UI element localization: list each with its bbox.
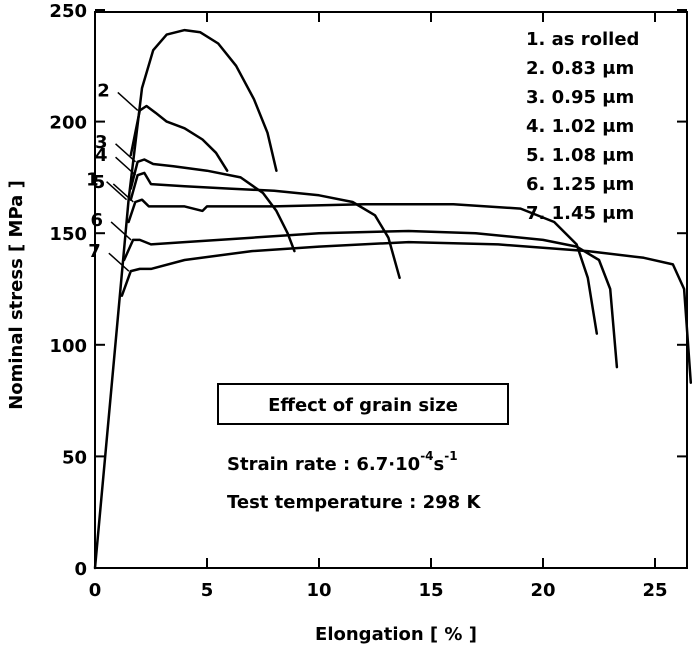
curve-label-2: 2: [97, 80, 110, 101]
curve-label-4: 4: [95, 145, 108, 166]
curve-label-6: 6: [91, 210, 104, 231]
x-tick-label: 5: [201, 580, 214, 601]
x-tick-label: 10: [306, 580, 331, 601]
curve-label-leader-3: [115, 143, 137, 163]
curve-7: [120, 240, 693, 384]
y-tick-label: 0: [74, 559, 87, 580]
y-tick-label: 200: [49, 113, 87, 134]
x-axis-label: Elongation [ % ]: [315, 624, 477, 645]
y-tick-label: 50: [62, 447, 87, 468]
y-tick-label: 250: [49, 1, 87, 22]
curve-labels: 1 2 34 5 6 7: [86, 80, 139, 272]
curve-4: [129, 171, 401, 280]
curve-label-1: 1: [86, 170, 99, 191]
annotation-title: Effect of grain size: [268, 395, 458, 416]
curve-label-5: 5: [93, 172, 106, 193]
legend-item-4: 4. 1.02 μm: [526, 116, 634, 137]
strain-rate-exponent-2: -1: [444, 449, 457, 463]
curve-label-leader-5: [112, 183, 134, 203]
y-tick-label: 150: [49, 224, 87, 245]
annotation-box: Effect of grain size Strain rate : 6.7·1…: [217, 383, 509, 513]
legend-item-6: 6. 1.25 μm: [526, 174, 634, 195]
curve-6: [122, 229, 619, 369]
curve-label-leader-6: [110, 221, 132, 241]
plot-border: [94, 11, 688, 569]
x-tick-label: 25: [642, 580, 667, 601]
curve-label-leader-4: [115, 156, 137, 176]
curve-label-3: 3: [95, 132, 108, 153]
strain-rate-prefix: Strain rate : 6.7·10: [227, 454, 420, 475]
curve-label-leader-7: [108, 252, 130, 272]
legend-item-7: 7. 1.45 μm: [526, 203, 634, 224]
curve-5: [127, 198, 599, 335]
legend-item-5: 5. 1.08 μm: [526, 145, 634, 166]
curves: [93, 28, 693, 570]
annotation-title-frame: [217, 383, 509, 425]
strain-rate-text: Strain rate : 6.7·10-4s-1: [227, 449, 458, 475]
curve-3: [129, 158, 296, 253]
y-tick-label: 100: [49, 336, 87, 357]
y-axis-label: Nominal stress [ MPa ]: [6, 180, 27, 410]
x-tick-label: 20: [530, 580, 555, 601]
legend-item-2: 2. 0.83 μm: [526, 58, 634, 79]
x-tick-label: 0: [89, 580, 102, 601]
strain-rate-exponent-1: -4: [420, 449, 433, 463]
legend-item-1: 1. as rolled: [526, 29, 639, 50]
curve-1: [93, 28, 278, 570]
curve-label-7: 7: [88, 241, 101, 262]
legend-item-3: 3. 0.95 μm: [526, 87, 634, 108]
x-tick-label: 15: [418, 580, 443, 601]
curve-label-leader-1: [106, 181, 128, 201]
temperature-text: Test temperature : 298 K: [227, 492, 481, 513]
curve-label-leader-2: [117, 91, 139, 111]
plot-frame: [94, 11, 688, 569]
curve-2: [129, 104, 229, 172]
strain-rate-unit: s: [434, 454, 445, 475]
legend: 1. as rolled 2. 0.83 μm 3. 0.95 μm 4. 1.…: [526, 29, 639, 224]
